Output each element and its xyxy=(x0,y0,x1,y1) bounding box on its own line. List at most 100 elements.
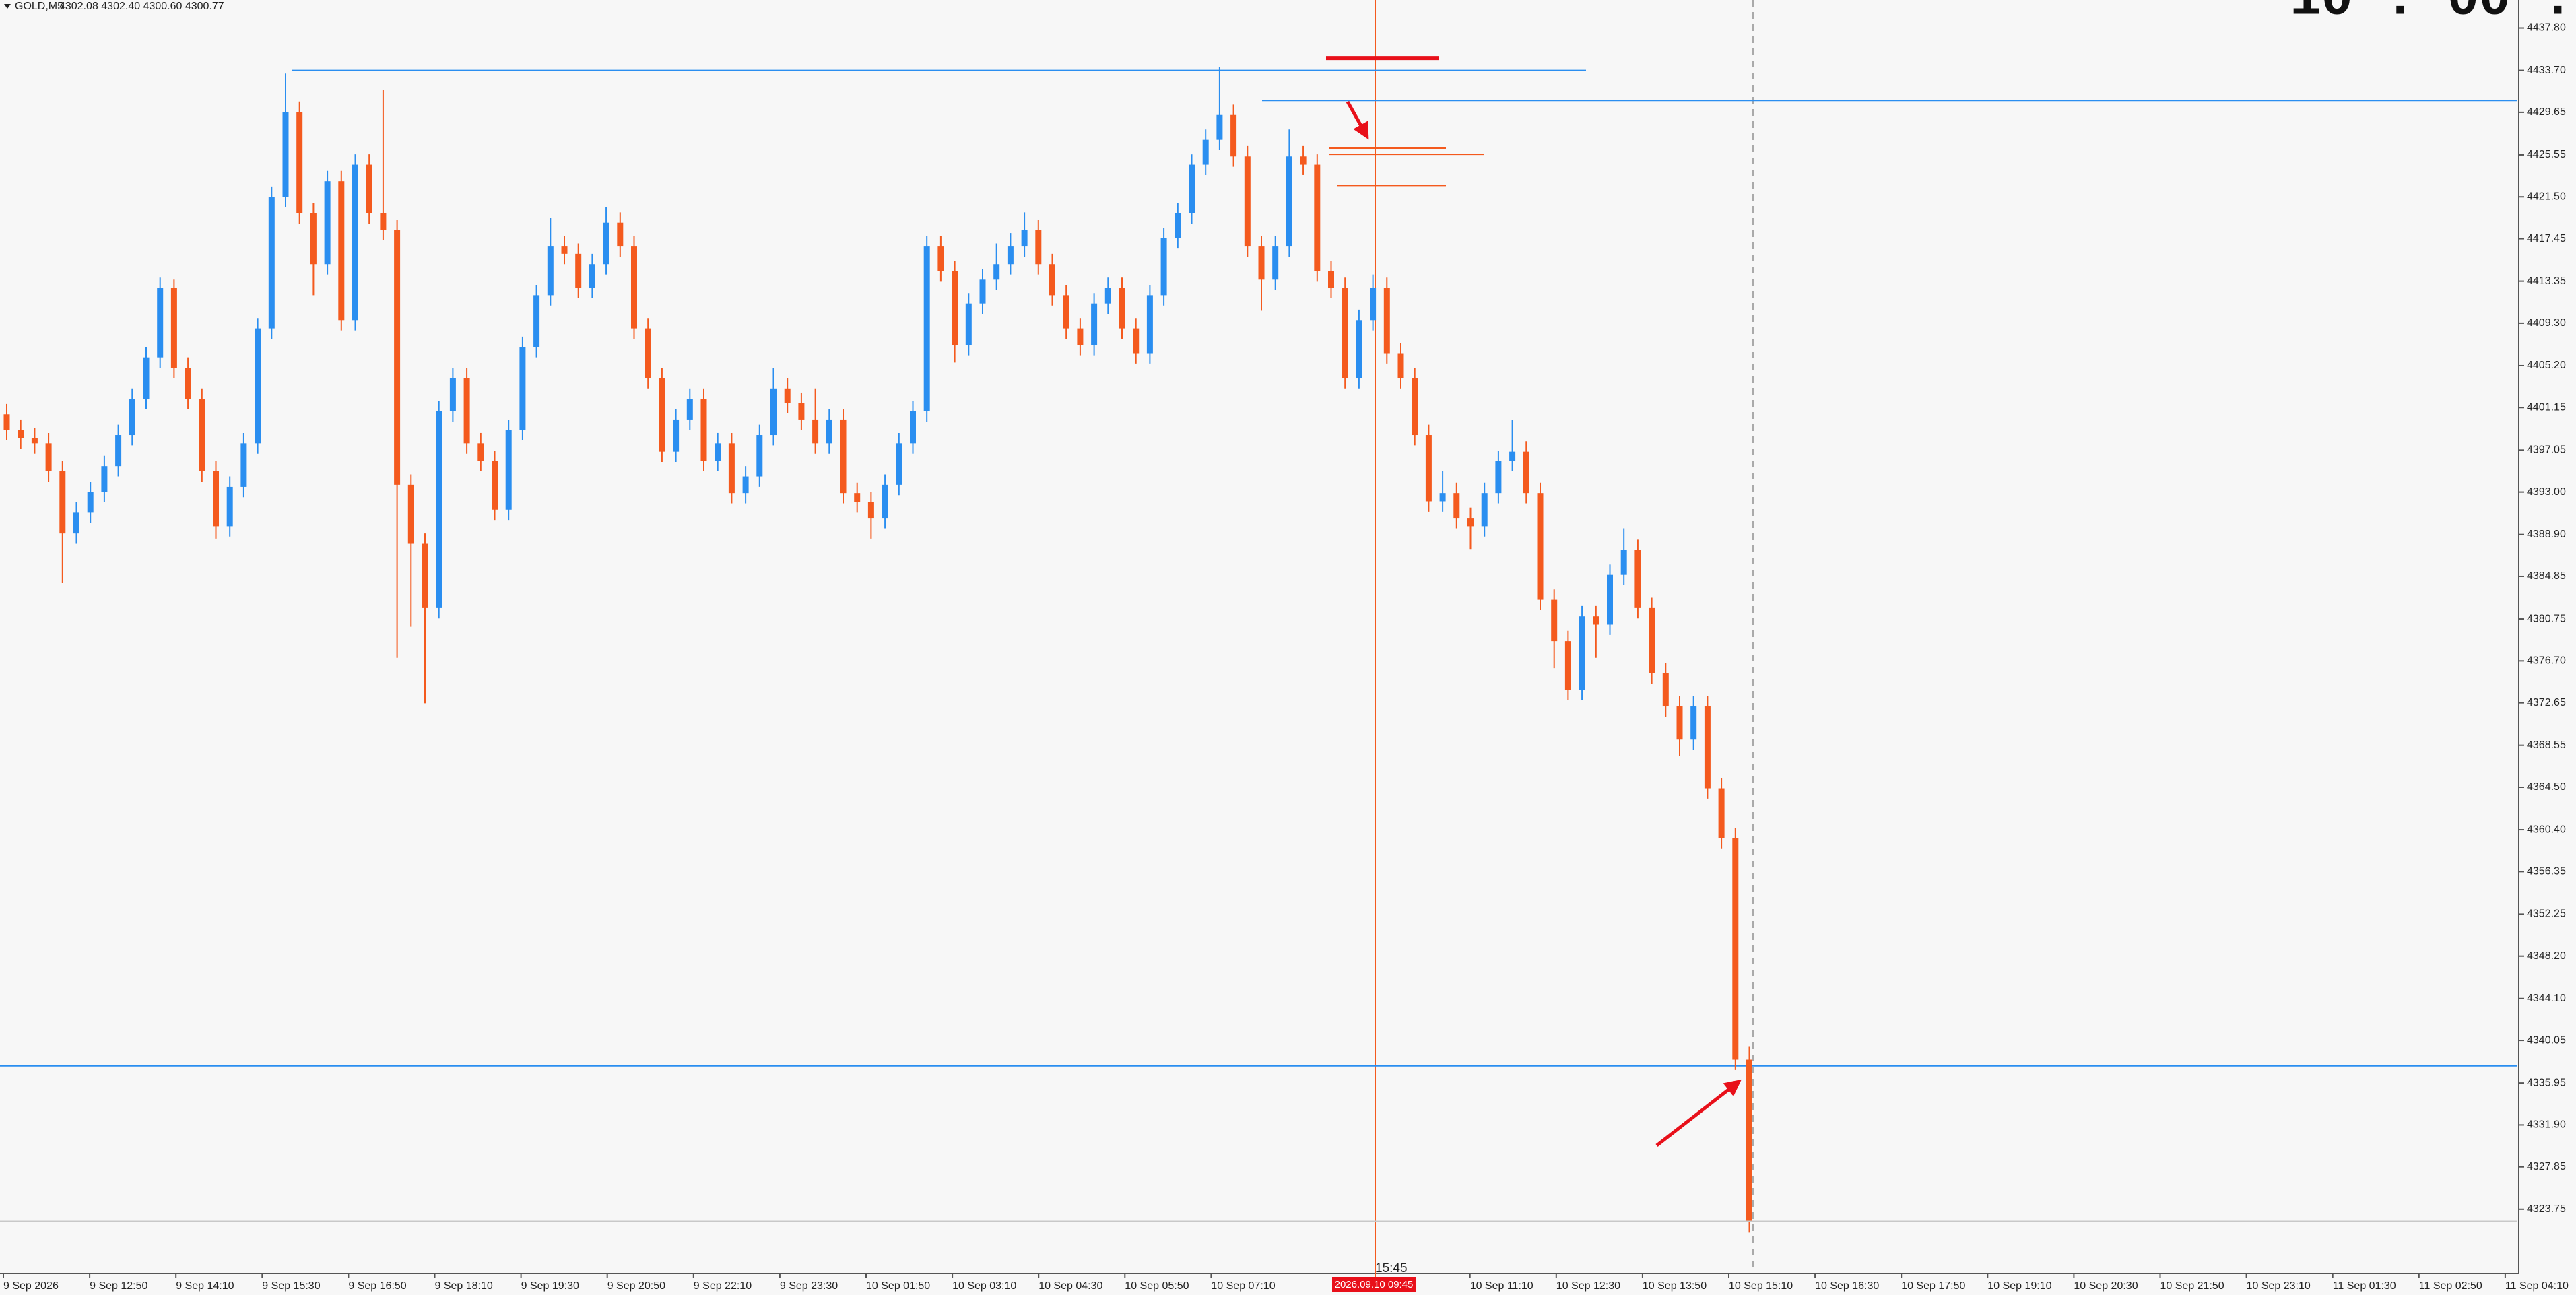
candle-body xyxy=(185,368,191,399)
x-tick-label: 9 Sep 19:30 xyxy=(521,1280,579,1292)
candle-body xyxy=(1523,451,1529,494)
candle-body xyxy=(867,502,874,519)
candle-body xyxy=(352,164,358,321)
candle-body xyxy=(1662,673,1669,707)
candle-body xyxy=(952,271,958,345)
candle-body xyxy=(407,484,414,544)
candle-body xyxy=(1021,230,1028,247)
x-tick-label: 10 Sep 04:30 xyxy=(1038,1280,1102,1292)
candle-body xyxy=(1370,288,1377,321)
crosshair-date-label: 2026.09.10 09:45 xyxy=(1335,1279,1414,1290)
x-tick-label: 9 Sep 12:50 xyxy=(90,1280,147,1292)
candle-body xyxy=(742,476,749,494)
candle-body xyxy=(1397,353,1404,378)
candle-body xyxy=(519,347,526,430)
candle-body xyxy=(1160,238,1167,296)
candle-body xyxy=(268,197,275,329)
candle-body xyxy=(1146,295,1153,354)
candle-body xyxy=(826,419,832,444)
y-tick-label: 4323.75 xyxy=(2527,1203,2566,1215)
crosshair-time-label: 15:45 xyxy=(1375,1261,1408,1275)
x-tick-label: 9 Sep 20:50 xyxy=(607,1280,665,1292)
candle-body xyxy=(366,164,372,213)
candle-body xyxy=(1077,328,1084,345)
candle-body xyxy=(255,328,261,444)
candle-body xyxy=(1593,616,1599,625)
x-tick-label: 9 Sep 16:50 xyxy=(348,1280,406,1292)
x-tick-label: 9 Sep 18:10 xyxy=(435,1280,493,1292)
candle-body xyxy=(1244,156,1251,247)
x-tick-label: 10 Sep 15:10 xyxy=(1729,1280,1793,1292)
y-tick-label: 4380.75 xyxy=(2527,613,2566,624)
candle-body xyxy=(589,264,595,288)
candle-body xyxy=(1551,599,1558,642)
y-tick-label: 4409.30 xyxy=(2527,317,2566,329)
candle-body xyxy=(575,253,582,288)
candle-body xyxy=(1356,320,1362,378)
candle-body xyxy=(1690,706,1697,740)
candle-body xyxy=(1537,493,1544,600)
candle-body xyxy=(1328,271,1334,288)
candle-body xyxy=(31,438,38,444)
candle-body xyxy=(728,443,735,494)
y-tick-label: 4393.00 xyxy=(2527,486,2566,498)
candle-body xyxy=(1007,246,1014,265)
candle-body xyxy=(561,246,568,254)
candle-body xyxy=(449,378,456,411)
candle-body xyxy=(1704,706,1711,789)
candle-body xyxy=(1481,493,1488,527)
clock: 10 : 00 : 01 xyxy=(2290,0,2576,30)
x-tick-label: 10 Sep 20:30 xyxy=(2074,1280,2138,1292)
candle-body xyxy=(1230,114,1237,157)
x-tick-label: 10 Sep 13:50 xyxy=(1643,1280,1707,1292)
y-tick-label: 4437.80 xyxy=(2527,22,2566,34)
candle-body xyxy=(422,543,428,608)
candle-body xyxy=(282,112,289,197)
y-tick-label: 4397.05 xyxy=(2527,444,2566,456)
candle-body xyxy=(463,378,470,444)
x-tick-label: 10 Sep 01:50 xyxy=(866,1280,930,1292)
candle-body xyxy=(199,399,205,471)
candle-body xyxy=(937,246,944,271)
candle-body xyxy=(1495,461,1502,494)
candle-body xyxy=(1718,788,1725,838)
candle-body xyxy=(784,388,791,403)
candle-body xyxy=(812,419,819,444)
candle-body xyxy=(1104,288,1111,304)
candle-body xyxy=(1063,295,1069,329)
y-tick-label: 4356.35 xyxy=(2527,866,2566,877)
y-tick-label: 4384.85 xyxy=(2527,570,2566,582)
candle-body xyxy=(700,399,707,461)
candle-body xyxy=(18,430,24,438)
y-tick-label: 4413.35 xyxy=(2527,275,2566,287)
candle-body xyxy=(324,181,331,265)
candle-body xyxy=(1202,139,1209,165)
symbol-menu-icon[interactable] xyxy=(4,4,11,9)
crosshair-date-box xyxy=(1332,1277,1416,1292)
candle-body xyxy=(170,288,177,368)
candle-body xyxy=(296,112,303,213)
candle-body xyxy=(645,328,651,378)
candle-body xyxy=(45,443,52,471)
candle-body xyxy=(673,419,680,452)
candle-body xyxy=(213,471,219,527)
candle-body xyxy=(1175,213,1181,238)
x-tick-label: 11 Sep 01:30 xyxy=(2333,1280,2396,1292)
x-tick-label: 10 Sep 19:10 xyxy=(1987,1280,2051,1292)
candle-body xyxy=(3,414,10,430)
y-tick-label: 4433.70 xyxy=(2527,65,2566,76)
y-tick-label: 4417.45 xyxy=(2527,233,2566,244)
candle-body xyxy=(1467,518,1474,527)
candle-body xyxy=(896,443,902,485)
y-tick-label: 4335.95 xyxy=(2527,1077,2566,1088)
candle-body xyxy=(854,493,861,503)
x-tick-label: 11 Sep 02:50 xyxy=(2419,1280,2482,1292)
y-tick-label: 4360.40 xyxy=(2527,824,2566,835)
candle-body xyxy=(73,512,79,534)
candle-body xyxy=(1258,246,1265,280)
x-tick-label: 10 Sep 03:10 xyxy=(952,1280,1016,1292)
candle-body xyxy=(338,181,345,321)
x-tick-label: 9 Sep 2026 xyxy=(3,1280,59,1292)
candle-body xyxy=(1300,156,1307,165)
